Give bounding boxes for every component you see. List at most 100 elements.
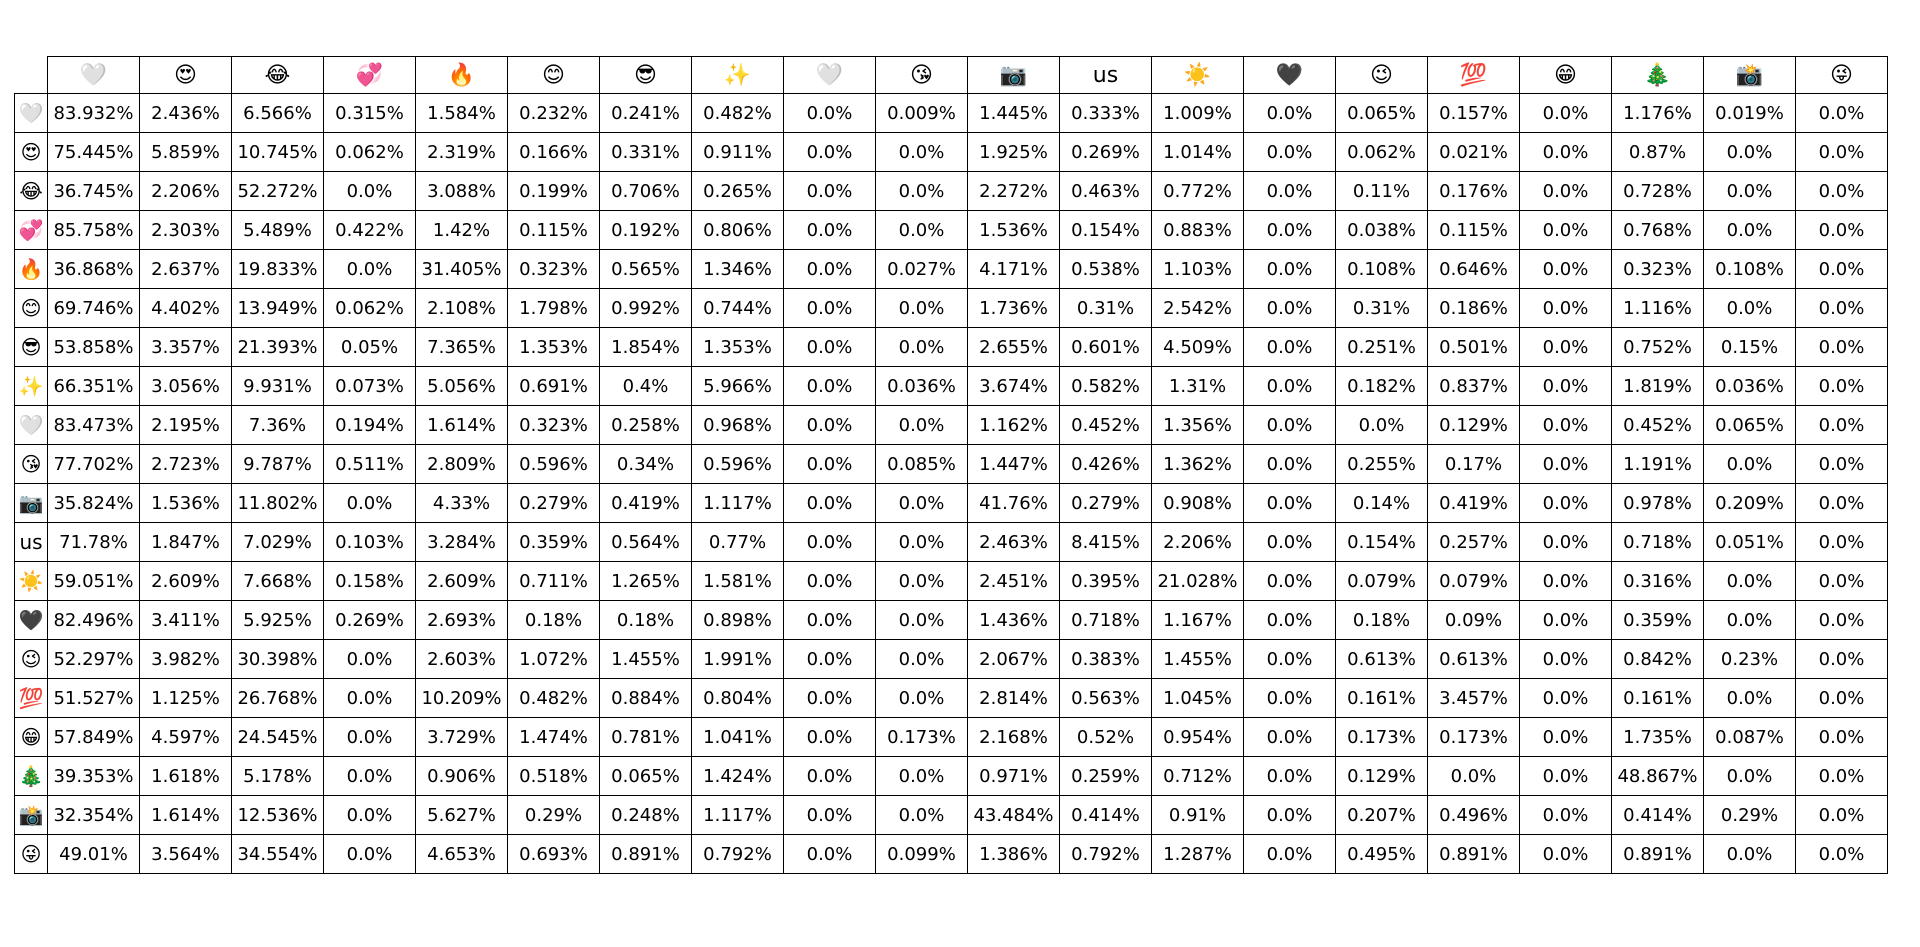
table-cell: 0.613% (1335, 639, 1428, 679)
table-cell: 1.116% (1611, 288, 1704, 328)
table-cell: 0.0% (1519, 639, 1612, 679)
table-cell: 0.0% (1243, 600, 1336, 640)
table-row: 😜 49.01% 3.564% 34.554% 0.0% 4.653% 0.693% 0.89… (14, 834, 1888, 874)
table-cell: 0.079% (1335, 561, 1428, 601)
table-cell: 0.269% (1059, 132, 1152, 172)
table-cell: 0.0% (875, 561, 968, 601)
table-cell: 0.0% (1703, 834, 1796, 874)
table-cell: 0.0% (783, 444, 876, 484)
table-cell: 0.173% (875, 717, 968, 757)
table-cell: 0.17% (1427, 444, 1520, 484)
table-cell: 0.15% (1703, 327, 1796, 367)
column-header: 😍 (139, 56, 232, 94)
table-cell: 0.52% (1059, 717, 1152, 757)
table-cell: 41.76% (967, 483, 1060, 523)
table-cell: 0.891% (1427, 834, 1520, 874)
column-header: 💞 (323, 56, 416, 94)
table-cell: 1.581% (691, 561, 784, 601)
table-row: 🔥 36.868% 2.637% 19.833% 0.0% 31.405% 0.323% 0.… (14, 249, 1888, 289)
table-cell: 0.009% (875, 93, 968, 133)
table-cell: 0.207% (1335, 795, 1428, 835)
table-cell: 0.0% (1519, 288, 1612, 328)
table-cell: 0.036% (875, 366, 968, 406)
table-cell: 0.0% (875, 288, 968, 328)
table-cell: 0.0% (783, 327, 876, 367)
table-cell: 0.0% (1519, 561, 1612, 601)
table-cell: 0.0% (1243, 288, 1336, 328)
table-cell: 0.891% (1611, 834, 1704, 874)
table-row: 🎄 39.353% 1.618% 5.178% 0.0% 0.906% 0.518% 0.06… (14, 756, 1888, 796)
table-row: us 71.78% 1.847% 7.029% 0.103% 3.284% 0.359% 0.… (14, 522, 1888, 562)
table-cell: 0.108% (1703, 249, 1796, 289)
table-cell: 0.34% (599, 444, 692, 484)
table-cell: 5.925% (231, 600, 324, 640)
table-row: 😉 52.297% 3.982% 30.398% 0.0% 2.603% 1.072% 1.4… (14, 639, 1888, 679)
row-header: 😉 (14, 639, 48, 679)
table-cell: 0.154% (1059, 210, 1152, 250)
table-cell: 1.436% (967, 600, 1060, 640)
column-header: 📷 (967, 56, 1060, 94)
table-row: 📸 32.354% 1.614% 12.536% 0.0% 5.627% 0.29% 0.24… (14, 795, 1888, 835)
table-cell: 0.0% (783, 483, 876, 523)
table-cell: 0.395% (1059, 561, 1152, 601)
table-cell: 0.883% (1151, 210, 1244, 250)
table-cell: 0.711% (507, 561, 600, 601)
table-cell: 0.258% (599, 405, 692, 445)
table-cell: 0.768% (1611, 210, 1704, 250)
table-cell: 0.496% (1427, 795, 1520, 835)
table-cell: 13.949% (231, 288, 324, 328)
table-cell: 0.0% (1519, 483, 1612, 523)
table-cell: 1.474% (507, 717, 600, 757)
row-header: us (14, 522, 48, 562)
table-cell: 0.073% (323, 366, 416, 406)
table-cell: 75.445% (47, 132, 140, 172)
table-cell: 0.062% (323, 132, 416, 172)
table-cell: 0.09% (1427, 600, 1520, 640)
table-row: 🤍 83.473% 2.195% 7.36% 0.194% 1.614% 0.323% 0.2… (14, 405, 1888, 445)
table-cell: 0.0% (1519, 717, 1612, 757)
table-cell: 0.0% (1703, 288, 1796, 328)
table-cell: 32.354% (47, 795, 140, 835)
table-cell: 0.0% (1519, 366, 1612, 406)
table-cell: 0.0% (1519, 405, 1612, 445)
table-cell: 0.158% (323, 561, 416, 601)
table-cell: 1.31% (1151, 366, 1244, 406)
table-cell: 4.33% (415, 483, 508, 523)
table-cell: 0.0% (1519, 600, 1612, 640)
table-cell: 0.781% (599, 717, 692, 757)
table-cell: 0.108% (1335, 249, 1428, 289)
row-header: 😊 (14, 288, 48, 328)
table-cell: 0.18% (507, 600, 600, 640)
table-cell: 0.565% (599, 249, 692, 289)
table-cell: 0.0% (1703, 678, 1796, 718)
column-header: 😜 (1795, 56, 1888, 94)
table-cell: 0.538% (1059, 249, 1152, 289)
table-cell: 0.0% (1795, 93, 1888, 133)
table-cell: 0.0% (1703, 171, 1796, 211)
table-cell: 0.0% (1519, 795, 1612, 835)
table-cell: 1.346% (691, 249, 784, 289)
table-cell: 0.087% (1703, 717, 1796, 757)
row-header: 😜 (14, 834, 48, 874)
table-cell: 4.653% (415, 834, 508, 874)
table-cell: 2.108% (415, 288, 508, 328)
table-cell: 0.0% (875, 327, 968, 367)
table-cell: 0.978% (1611, 483, 1704, 523)
column-header: 😁 (1519, 56, 1612, 94)
table-cell: 52.272% (231, 171, 324, 211)
table-cell: 0.0% (783, 639, 876, 679)
table-cell: 3.411% (139, 600, 232, 640)
table-cell: 0.712% (1151, 756, 1244, 796)
table-cell: 1.614% (139, 795, 232, 835)
table-cell: 0.065% (599, 756, 692, 796)
table-cell: 0.0% (1519, 249, 1612, 289)
table-cell: 1.103% (1151, 249, 1244, 289)
table-cell: 0.279% (1059, 483, 1152, 523)
table-cell: 82.496% (47, 600, 140, 640)
table-cell: 0.0% (1795, 132, 1888, 172)
table-cell: 0.0% (323, 639, 416, 679)
table-cell: 0.0% (1703, 600, 1796, 640)
column-header: 🤍 (47, 56, 140, 94)
table-cell: 0.248% (599, 795, 692, 835)
table-cell: 1.176% (1611, 93, 1704, 133)
